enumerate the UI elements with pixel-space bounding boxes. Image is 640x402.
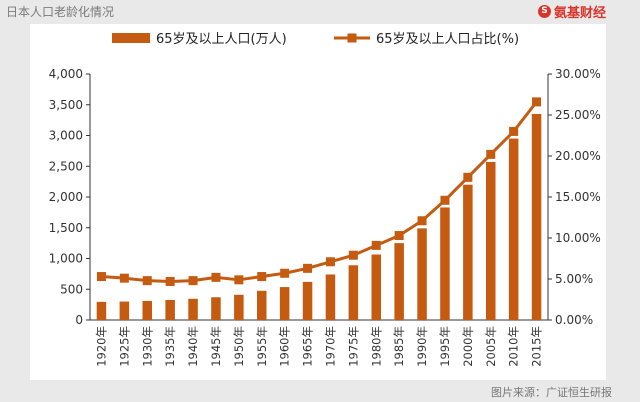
- line-point: [509, 126, 519, 136]
- x-tick-label: 2005年: [484, 326, 498, 367]
- x-tick-label: 1980年: [369, 326, 383, 367]
- bar: [417, 228, 427, 320]
- left-tick-label: 0: [75, 313, 83, 327]
- bar: [302, 281, 313, 320]
- brand-logo: S 氨基财经: [537, 2, 606, 21]
- bar: [96, 301, 107, 320]
- brand-name: 氨基财经: [553, 6, 606, 21]
- line-point: [188, 276, 198, 286]
- legend-label-bar: 65岁及以上人口(万人): [156, 32, 287, 47]
- line-point: [417, 216, 427, 226]
- x-tick-label: 1945年: [209, 326, 223, 367]
- bar: [463, 184, 473, 320]
- line-point: [348, 250, 358, 260]
- bar: [371, 254, 381, 320]
- page-title: 日本人口老龄化情况: [6, 5, 115, 19]
- left-tick-label: 4,000: [49, 67, 83, 81]
- bar: [188, 298, 198, 320]
- left-tick-label: 500: [60, 282, 83, 296]
- line-point: [96, 272, 106, 282]
- right-tick-label: 15.00%: [555, 190, 601, 204]
- bar: [279, 287, 290, 320]
- x-tick-label: 1970年: [323, 326, 337, 367]
- line-point: [234, 275, 244, 285]
- right-tick-label: 25.00%: [555, 108, 601, 122]
- bar: [257, 290, 267, 320]
- x-tick-label: 1930年: [140, 326, 154, 367]
- chart: 0 500 1,000 1,500 2,000 2,500 3,000 3,500 4,000 0…: [49, 32, 601, 367]
- x-tick-label: 2010年: [507, 326, 521, 367]
- bar: [119, 301, 130, 320]
- line-point: [394, 231, 404, 241]
- line-point: [440, 195, 450, 205]
- left-tick-label: 1,500: [49, 221, 83, 235]
- line-point: [486, 149, 496, 159]
- x-tick-label: 1960年: [278, 326, 292, 367]
- right-tick-label: 20.00%: [555, 149, 601, 163]
- x-tick-label: 1935年: [163, 326, 177, 367]
- left-tick-label: 1,000: [49, 252, 83, 266]
- x-tick-label: 1990年: [415, 326, 429, 367]
- bar: [508, 138, 519, 320]
- right-tick-label: 30.00%: [555, 67, 601, 81]
- x-tick-label: 1965年: [301, 326, 315, 367]
- line-point: [257, 272, 267, 282]
- line-point: [119, 273, 129, 283]
- bar: [531, 113, 542, 320]
- bar: [440, 207, 450, 320]
- x-tick-label: 2015年: [530, 326, 544, 367]
- bar: [142, 300, 152, 320]
- left-tick-label: 2,000: [49, 190, 83, 204]
- source-note: 图片来源：广证恒生研报: [491, 386, 612, 399]
- legend-label-line: 65岁及以上人口占比(%): [376, 32, 519, 47]
- x-tick-label: 1925年: [117, 326, 131, 367]
- x-tick-label: 1975年: [346, 326, 360, 367]
- x-tick-label: 1920年: [94, 326, 108, 367]
- line-point: [280, 268, 290, 278]
- bar: [325, 274, 336, 320]
- right-tick-label: 0.00%: [555, 313, 593, 327]
- left-tick-label: 2,500: [49, 159, 83, 173]
- line-point: [532, 97, 542, 107]
- bar: [486, 161, 496, 320]
- legend-swatch-marker: [347, 33, 357, 43]
- x-tick-label: 1950年: [232, 326, 246, 367]
- line-point: [142, 276, 152, 286]
- line-point: [325, 257, 335, 267]
- bar: [165, 300, 175, 320]
- bar: [234, 294, 244, 320]
- line-point: [211, 272, 221, 282]
- bar: [394, 243, 404, 320]
- bar: [348, 265, 359, 320]
- line-point: [303, 263, 313, 273]
- line-point: [463, 172, 473, 182]
- chart-panel: 0 500 1,000 1,500 2,000 2,500 3,000 3,500 4,000 0…: [30, 24, 606, 380]
- x-tick-label: 2000年: [461, 326, 475, 367]
- x-tick-label: 1995年: [438, 326, 452, 367]
- left-tick-label: 3,500: [49, 98, 83, 112]
- bar: [211, 297, 221, 320]
- right-tick-label: 10.00%: [555, 231, 601, 245]
- line-point: [371, 240, 381, 250]
- legend-swatch-bar: [112, 33, 150, 43]
- right-tick-label: 5.00%: [555, 272, 593, 286]
- brand-icon: S: [537, 5, 551, 18]
- line-point: [165, 276, 175, 286]
- x-tick-label: 1985年: [392, 326, 406, 367]
- x-tick-label: 1940年: [186, 326, 200, 367]
- left-tick-label: 3,000: [49, 129, 83, 143]
- x-tick-label: 1955年: [255, 326, 269, 367]
